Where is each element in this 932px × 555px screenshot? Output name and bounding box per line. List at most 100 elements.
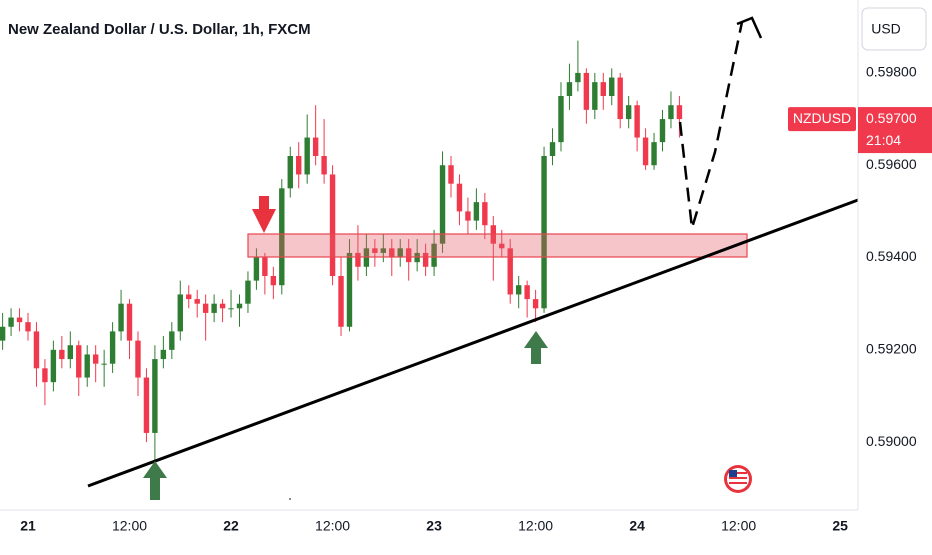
y-tick-label: 0.59000 <box>866 433 917 449</box>
candle-body <box>42 368 48 383</box>
candle-body <box>76 345 82 378</box>
candle-body <box>253 257 260 281</box>
candle-body <box>651 142 657 166</box>
up-arrow <box>524 331 548 364</box>
candle-body <box>380 248 387 253</box>
candle-body <box>592 82 598 110</box>
candle-body <box>152 359 158 433</box>
candle-body <box>431 243 437 267</box>
symbol-tag-label: NZDUSD <box>793 110 851 126</box>
candle-body <box>575 72 581 83</box>
candle-body <box>549 142 556 156</box>
candle-body <box>566 82 573 96</box>
candle-body <box>338 276 344 327</box>
candle-body <box>329 174 336 276</box>
candle-body <box>642 137 649 166</box>
y-tick-label: 0.59600 <box>866 156 917 172</box>
candle-body <box>541 156 547 309</box>
x-tick-label: 21 <box>20 518 36 534</box>
candle-body <box>236 303 243 309</box>
candle-body <box>16 317 23 323</box>
plot-area <box>0 40 683 461</box>
candle-body <box>262 257 268 276</box>
price-tag-label: 0.59700 <box>866 110 917 126</box>
projected-arrow-head <box>736 16 763 39</box>
y-tick-label: 0.59400 <box>866 248 917 264</box>
candle-body <box>346 252 353 327</box>
countdown-label: 21:04 <box>866 132 901 148</box>
candle-body <box>50 349 57 383</box>
up-arrow <box>143 461 167 500</box>
x-tick-label: 12:00 <box>518 518 553 534</box>
candle-body <box>524 285 530 300</box>
candle-body <box>186 294 192 300</box>
candle-body <box>676 105 683 120</box>
candle-body <box>118 303 124 332</box>
x-tick-label: 24 <box>629 518 645 534</box>
candle-body <box>245 280 251 304</box>
candle-body <box>211 303 217 313</box>
candle-body <box>287 156 293 189</box>
down-arrow <box>252 196 276 233</box>
candle-body <box>169 331 175 350</box>
candle-body <box>507 248 513 295</box>
candle-body <box>617 77 623 120</box>
candle-body <box>609 77 615 96</box>
resistance-zone <box>247 233 748 258</box>
candle-body <box>304 137 310 175</box>
flag-icon <box>724 465 752 493</box>
candle-body <box>126 303 133 341</box>
y-tick-label: 0.59800 <box>866 64 917 80</box>
candle-body <box>321 156 327 175</box>
candle-body <box>625 105 632 120</box>
candle-body <box>33 331 40 369</box>
currency-button[interactable] <box>861 7 927 51</box>
candle-body <box>160 349 167 360</box>
candle-body <box>465 211 471 221</box>
trend-line <box>87 198 859 488</box>
candle-body <box>558 96 564 143</box>
candle-body <box>101 363 107 365</box>
candle-body <box>448 165 454 184</box>
chart-title: New Zealand Dollar / U.S. Dollar, 1h, FX… <box>8 21 311 38</box>
candle-body <box>473 202 480 221</box>
symbol-tag <box>788 107 856 132</box>
x-tick-label: 22 <box>223 518 239 534</box>
candle-body <box>355 252 361 267</box>
candle-body <box>659 119 666 143</box>
candle-body <box>92 354 99 364</box>
candle-body <box>59 349 65 360</box>
candle-body <box>296 156 302 175</box>
candle-body <box>8 317 14 327</box>
x-tick-label: 23 <box>426 518 442 534</box>
candle-body <box>600 82 606 96</box>
y-tick-label: 0.59200 <box>866 341 917 357</box>
candle-body <box>482 202 488 226</box>
candle-body <box>279 188 285 286</box>
candle-body <box>372 248 378 253</box>
candle-body <box>499 243 505 249</box>
projected-path <box>678 21 744 229</box>
candle-body <box>406 248 412 263</box>
candle-body <box>668 105 674 120</box>
candle-body <box>67 345 73 360</box>
candle-body <box>84 354 90 378</box>
candle-body <box>397 248 403 258</box>
candle-body <box>456 183 463 212</box>
x-tick-label: 12:00 <box>112 518 147 534</box>
x-tick-label: 12:00 <box>315 518 350 534</box>
price-tag <box>858 107 932 154</box>
candle-body <box>515 285 522 295</box>
candle-body <box>135 340 141 378</box>
candle-body <box>422 252 429 267</box>
currency-label[interactable]: USD <box>871 21 901 37</box>
candle-body <box>270 276 277 286</box>
candle-body <box>583 72 590 110</box>
candle-body <box>634 105 640 138</box>
x-tick-label: 25 <box>832 518 848 534</box>
candle-body <box>25 322 31 332</box>
candle-body <box>312 137 319 156</box>
candle-body <box>439 165 446 244</box>
candle-body <box>228 308 234 310</box>
